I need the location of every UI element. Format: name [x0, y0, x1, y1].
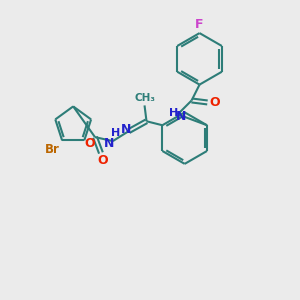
Text: O: O [98, 154, 108, 167]
Text: H: H [169, 108, 178, 118]
Text: F: F [195, 18, 204, 31]
Text: CH₃: CH₃ [134, 94, 155, 103]
Text: Br: Br [45, 143, 60, 156]
Text: O: O [209, 96, 220, 109]
Text: N: N [121, 123, 131, 136]
Text: H: H [111, 128, 120, 138]
Text: O: O [84, 137, 94, 150]
Text: N: N [104, 136, 114, 150]
Text: N: N [176, 110, 186, 123]
